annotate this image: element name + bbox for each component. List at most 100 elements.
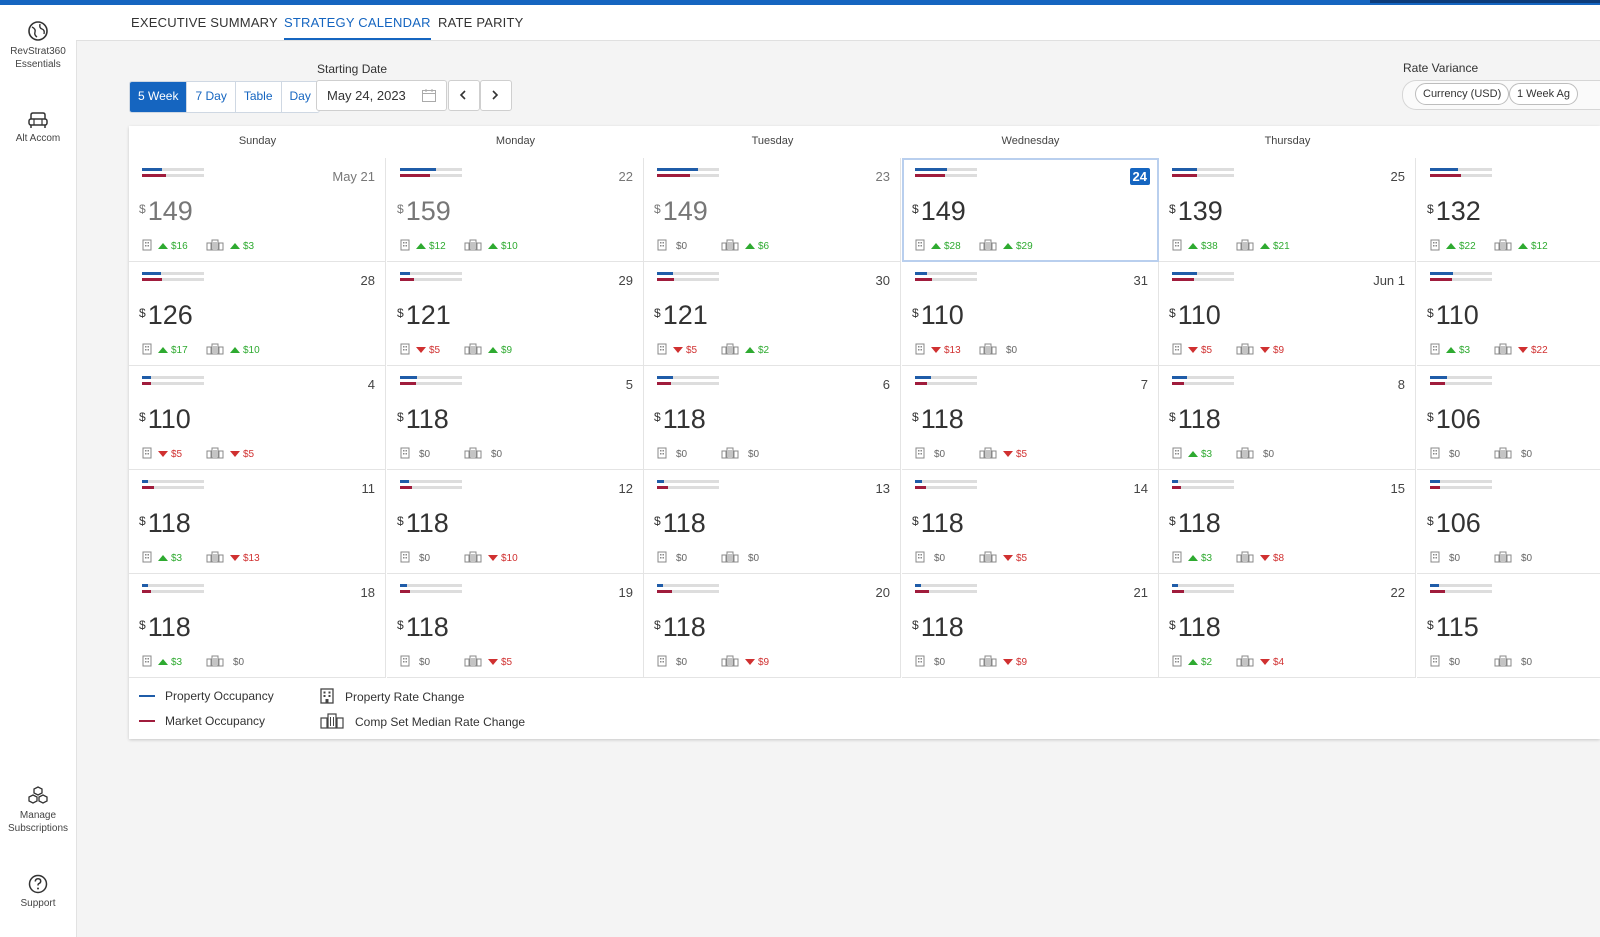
next-button[interactable] (480, 80, 512, 111)
property-occupancy-bar (1430, 584, 1492, 587)
view-5-week-button[interactable]: 5 Week (130, 82, 188, 112)
calendar-day-cell[interactable]: $132 $22 $12 (1417, 158, 1600, 262)
tab-strategy-calendar[interactable]: STRATEGY CALENDAR (284, 15, 431, 40)
sidebar-item-alt-accom[interactable]: Alt Accom (0, 111, 76, 145)
building-icon (1430, 342, 1440, 360)
calendar-day-cell[interactable]: May 21 $149 $16 $3 (129, 158, 386, 262)
day-number: May 21 (332, 169, 375, 184)
building-icon (915, 342, 925, 360)
day-rate: $110 (1427, 300, 1479, 330)
calendar-day-cell[interactable]: $115 $0 $0 (1417, 574, 1600, 678)
building-icon (142, 238, 152, 256)
calendar-day-cell[interactable]: $106 $0 $0 (1417, 470, 1600, 574)
calendar-day-cell[interactable]: 28 $126 $17 $10 (129, 262, 386, 366)
property-rate-change-value: $5 (686, 345, 698, 356)
sidebar-item-revstrat360[interactable]: RevStrat360 Essentials (0, 20, 76, 71)
property-rate-change: $0 (1446, 657, 1460, 669)
currency-symbol: $ (1169, 514, 1176, 528)
calendar-day-cell[interactable]: Jun 1 $110 $5 $9 (1159, 262, 1416, 366)
calendar-day-cell[interactable]: 22 $118 $2 $4 (1159, 574, 1416, 678)
property-rate-change: $0 (673, 657, 687, 669)
calendar-day-cell[interactable]: 7 $118 $0 $5 (902, 366, 1159, 470)
view-day-button[interactable]: Day (289, 89, 311, 103)
currency-symbol: $ (139, 202, 146, 216)
property-rate-change: $3 (158, 657, 182, 669)
property-rate-change-value: $0 (676, 553, 688, 564)
currency-symbol: $ (1427, 410, 1434, 424)
comp-set-rate-change: $21 (1260, 241, 1290, 253)
rate-value: 115 (1435, 612, 1479, 642)
strategy-calendar: Sunday Monday Tuesday Wednesday Thursday Frid… (129, 126, 1600, 739)
globe-icon (28, 21, 48, 41)
previous-button[interactable] (448, 80, 480, 111)
starting-date-label: Starting Date (317, 62, 388, 76)
currency-symbol: $ (912, 410, 919, 424)
rate-value: 110 (1177, 300, 1221, 330)
property-rate-change-value: $0 (1449, 657, 1461, 668)
day-rate: $121 (397, 300, 451, 330)
rate-value: 118 (405, 612, 449, 642)
comp-set-rate-change-value: $9 (1016, 657, 1028, 668)
comp-set-rate-change: $0 (1518, 657, 1532, 669)
comp-set-rate-change: $29 (1003, 241, 1033, 253)
rate-value: 139 (1177, 196, 1223, 226)
property-rate-change-value: $0 (1449, 553, 1461, 564)
comp-set-buildings-icon (206, 342, 224, 360)
property-occupancy-bar (142, 168, 204, 171)
calendar-day-cell[interactable]: 23 $149 $0 $6 (644, 158, 901, 262)
calendar-day-cell[interactable]: 29 $121 $5 $9 (387, 262, 644, 366)
calendar-day-cell[interactable]: 6 $118 $0 $0 (644, 366, 901, 470)
calendar-day-cell[interactable]: 12 $118 $0 $10 (387, 470, 644, 574)
currency-symbol: $ (397, 306, 404, 320)
calendar-day-cell[interactable]: $110 $3 $22 (1417, 262, 1600, 366)
calendar-day-cell[interactable]: 4 $110 $5 $5 (129, 366, 386, 470)
calendar-day-cell[interactable]: 20 $118 $0 $9 (644, 574, 901, 678)
calendar-day-cell[interactable]: 22 $159 $12 $10 (387, 158, 644, 262)
market-occupancy-bar (1172, 278, 1234, 281)
building-icon (915, 654, 925, 672)
calendar-day-cell[interactable]: 11 $118 $3 $13 (129, 470, 386, 574)
day-rate: $110 (1169, 300, 1221, 330)
view-table-button[interactable]: Table (236, 82, 282, 112)
view-7-day-button[interactable]: 7 Day (187, 82, 236, 112)
currency-symbol: $ (1427, 306, 1434, 320)
calendar-day-cell[interactable]: 5 $118 $0 $0 (387, 366, 644, 470)
property-rate-change-value: $2 (1201, 657, 1213, 668)
calendar-day-cell[interactable]: 8 $118 $3 $0 (1159, 366, 1416, 470)
calendar-day-cell[interactable]: 18 $118 $3 $0 (129, 574, 386, 678)
comp-set-rate-change-value: $4 (1273, 657, 1285, 668)
property-occupancy-swatch (139, 695, 155, 697)
calendar-day-cell[interactable]: 31 $110 $13 $0 (902, 262, 1159, 366)
sidebar-item-support[interactable]: Support (0, 874, 76, 910)
calendar-day-cell[interactable]: 19 $118 $0 $5 (387, 574, 644, 678)
calendar-icon[interactable] (422, 89, 436, 102)
day-rate: $118 (397, 404, 449, 434)
comp-set-rate-change: $0 (745, 553, 759, 565)
comp-set-rate-change: $9 (488, 345, 512, 357)
calendar-day-cell[interactable]: 24 $149 $28 $29 (902, 158, 1159, 262)
building-icon (915, 550, 925, 568)
rate-value: 118 (1177, 508, 1221, 538)
currency-symbol: $ (139, 410, 146, 424)
comp-set-buildings-icon (1236, 342, 1254, 360)
starting-date-field[interactable]: May 24, 2023 (316, 80, 447, 111)
market-occupancy-bar (657, 382, 719, 385)
calendar-day-cell[interactable]: 14 $118 $0 $5 (902, 470, 1159, 574)
calendar-day-cell[interactable]: 21 $118 $0 $9 (902, 574, 1159, 678)
calendar-day-cell[interactable]: $106 $0 $0 (1417, 366, 1600, 470)
chevron-right-icon (492, 90, 499, 100)
market-occupancy-bar (1172, 486, 1234, 489)
sidebar-item-manage-subscriptions[interactable]: Manage Subscriptions (0, 786, 76, 835)
property-rate-change: $0 (931, 449, 945, 461)
calendar-day-cell[interactable]: 15 $118 $3 $8 (1159, 470, 1416, 574)
rate-variance-week-option[interactable]: 1 Week Ag (1509, 83, 1578, 105)
calendar-day-cell[interactable]: 13 $118 $0 $0 (644, 470, 901, 574)
rate-variance-currency-option[interactable]: Currency (USD) (1415, 83, 1510, 105)
property-rate-change: $0 (416, 553, 430, 565)
tab-rate-parity[interactable]: RATE PARITY (438, 15, 524, 30)
comp-set-rate-change-value: $3 (243, 241, 255, 252)
property-occupancy-bar (657, 584, 719, 587)
tab-executive-summary[interactable]: EXECUTIVE SUMMARY (131, 15, 278, 30)
calendar-day-cell[interactable]: 30 $121 $5 $2 (644, 262, 901, 366)
calendar-day-cell[interactable]: 25 $139 $38 $21 (1159, 158, 1416, 262)
